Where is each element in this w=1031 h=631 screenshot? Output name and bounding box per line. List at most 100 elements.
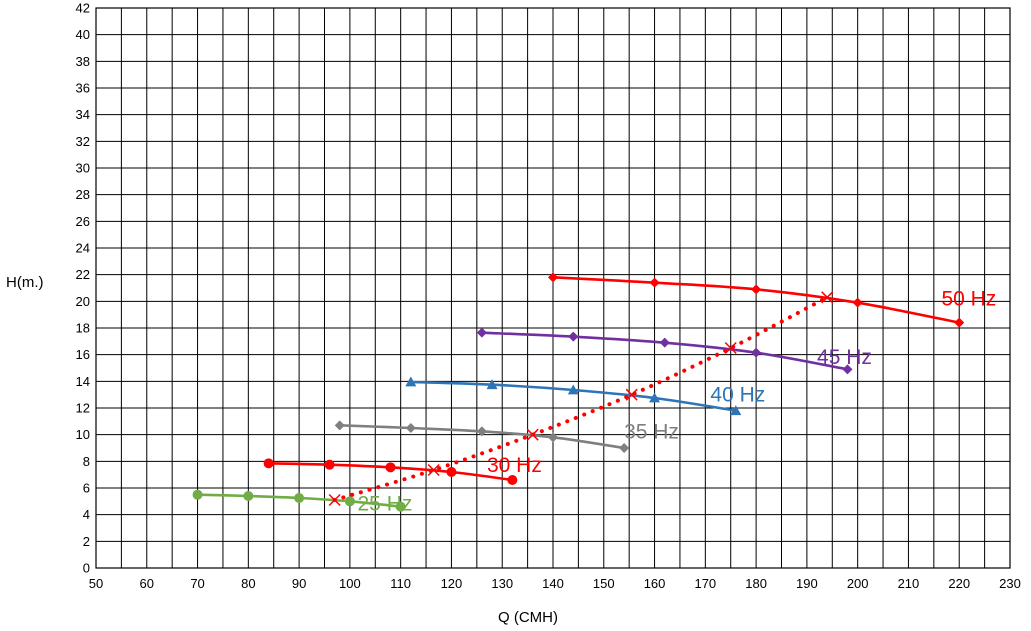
data-point <box>192 489 203 500</box>
data-point <box>625 388 638 401</box>
data-point <box>427 463 440 477</box>
series-35-hz <box>334 420 630 453</box>
data-point <box>526 428 539 441</box>
series-line <box>332 295 830 502</box>
x-tick-label: 210 <box>898 576 920 591</box>
series-50-hz <box>548 272 965 328</box>
x-tick-label: 200 <box>847 576 869 591</box>
y-tick-label: 22 <box>76 267 90 282</box>
data-point <box>751 284 762 295</box>
y-tick-label: 14 <box>76 374 90 389</box>
data-point <box>476 327 487 338</box>
x-tick-label: 120 <box>441 576 463 591</box>
data-point <box>730 405 742 416</box>
series-40-hz <box>405 376 742 416</box>
x-tick-label: 50 <box>89 576 103 591</box>
x-tick-label: 60 <box>140 576 154 591</box>
series-label: 35 Hz <box>624 421 679 444</box>
x-tick-label: 190 <box>796 576 818 591</box>
y-tick-label: 8 <box>83 454 90 469</box>
data-point <box>567 384 579 395</box>
grid <box>95 7 1011 569</box>
x-tick-label: 80 <box>241 576 255 591</box>
data-point <box>954 317 965 328</box>
data-point <box>486 379 498 390</box>
x-tick-label: 140 <box>542 576 564 591</box>
x-tick-label: 100 <box>339 576 361 591</box>
series-label: 45 Hz <box>817 346 872 369</box>
x-tick-label: 220 <box>948 576 970 591</box>
x-tick-label: 170 <box>694 576 716 591</box>
y-tick-label: 4 <box>83 507 90 522</box>
x-tick-label: 130 <box>491 576 513 591</box>
y-tick-label: 18 <box>76 321 90 336</box>
series <box>192 272 965 512</box>
y-tick-label: 0 <box>83 561 90 576</box>
data-point <box>852 297 863 308</box>
series-labels: 25 Hz 30 Hz 35 Hz 40 Hz 45 Hz 50 Hz <box>358 287 997 515</box>
data-point <box>344 496 355 507</box>
plot-border <box>95 7 1011 569</box>
y-tick-label: 32 <box>76 134 90 149</box>
data-point <box>659 337 670 348</box>
y-tick-label: 42 <box>76 1 90 16</box>
data-point <box>334 420 345 431</box>
data-point <box>619 443 630 453</box>
x-tick-label: 150 <box>593 576 615 591</box>
y-tick-label: 2 <box>83 534 90 549</box>
y-tick-label: 40 <box>76 27 90 42</box>
data-point <box>446 467 457 477</box>
series-45-hz <box>476 327 853 375</box>
y-tick-label: 28 <box>76 187 90 202</box>
x-tick-label: 90 <box>292 576 306 591</box>
x-tick-label: 230 <box>999 576 1021 591</box>
y-tick-label: 26 <box>76 214 90 229</box>
data-point <box>324 459 335 470</box>
series-label: 30 Hz <box>487 454 542 477</box>
y-tick-label: 30 <box>76 161 90 176</box>
data-point <box>476 426 487 437</box>
data-point <box>649 392 661 403</box>
y-tick-label: 12 <box>76 401 90 416</box>
series-6 <box>328 291 834 507</box>
y-tick-label: 36 <box>76 81 90 96</box>
series-label: 40 Hz <box>710 383 765 406</box>
data-point <box>649 277 660 288</box>
y-tick-label: 34 <box>76 107 90 122</box>
series-30-hz <box>263 458 518 485</box>
series-label: 50 Hz <box>941 287 996 310</box>
y-axis-title: H(m.) <box>6 274 44 291</box>
data-point <box>395 501 406 512</box>
data-point <box>294 493 305 503</box>
series-25-hz <box>192 489 406 512</box>
data-point <box>548 272 558 283</box>
data-point <box>405 376 417 387</box>
data-point <box>568 331 579 342</box>
y-tick-label: 20 <box>76 294 90 309</box>
data-point <box>263 458 274 469</box>
data-point <box>548 432 558 443</box>
y-tick-label: 24 <box>76 241 90 256</box>
data-point <box>405 423 416 433</box>
x-tick-label: 180 <box>745 576 767 591</box>
data-point <box>751 347 762 358</box>
axes: 50 60 70 80 90 100 110 120 130 140 150 160 170 180 190… <box>76 1 1021 592</box>
data-point <box>243 491 254 501</box>
x-tick-label: 70 <box>190 576 204 591</box>
data-point <box>842 364 853 375</box>
data-point <box>507 475 518 485</box>
data-point <box>328 493 341 507</box>
y-tick-label: 6 <box>83 481 90 496</box>
data-point <box>821 291 834 304</box>
x-tick-label: 110 <box>390 576 411 591</box>
x-tick-label: 160 <box>644 576 666 591</box>
data-point <box>724 341 737 355</box>
x-axis-title: Q (CMH) <box>498 609 558 626</box>
y-tick-label: 10 <box>76 427 90 442</box>
y-tick-label: 16 <box>76 347 90 362</box>
series-label: 25 Hz <box>358 493 413 516</box>
data-point <box>385 462 396 473</box>
y-tick-label: 38 <box>76 54 90 69</box>
